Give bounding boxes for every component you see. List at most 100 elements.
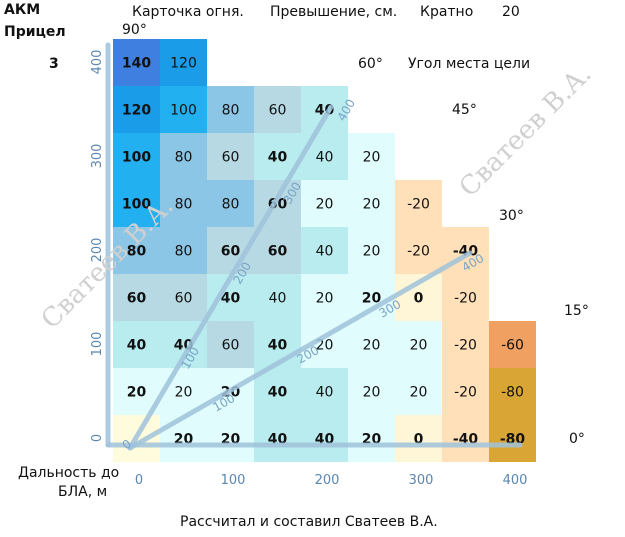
grid-cell-value: 60 — [222, 338, 240, 354]
grid-cell-value: 140 — [122, 56, 151, 72]
grid-cell-value: 80 — [175, 150, 193, 166]
grid-cell — [348, 321, 395, 368]
grid-cell — [160, 180, 207, 227]
grid-cell-value: 80 — [175, 197, 193, 213]
sight-value: 3 — [49, 56, 59, 72]
grid-cell — [207, 180, 254, 227]
footer-credit: Рассчитал и составил Сватеев В.А. — [180, 514, 438, 530]
grid-cell — [348, 180, 395, 227]
grid-cell — [113, 39, 160, 86]
grid-cell — [160, 274, 207, 321]
grid-cell-value: 20 — [316, 197, 334, 213]
y-tick-label: 300 — [90, 144, 105, 169]
grid-cell-value: 60 — [222, 150, 240, 166]
grid-cell-value: 20 — [363, 244, 381, 260]
excess-label: Превышение, см. — [270, 4, 398, 20]
grid-cell-value: 40 — [268, 150, 288, 166]
grid-cell-value: -60 — [501, 338, 524, 354]
x-tick-label: 0 — [135, 473, 143, 488]
grid-cell-value: 60 — [127, 291, 147, 307]
grid-cell — [207, 415, 254, 462]
grid-cell — [160, 133, 207, 180]
grid-cell — [160, 227, 207, 274]
grid-cell — [301, 227, 348, 274]
grid-cell-value: 80 — [127, 244, 147, 260]
y-tick-label: 0 — [90, 434, 105, 442]
grid-cell — [348, 368, 395, 415]
y-tick-label: 400 — [90, 50, 105, 75]
grid-cell-value: 80 — [222, 197, 240, 213]
grid-cell — [348, 133, 395, 180]
grid-cell — [442, 368, 489, 415]
grid-cell — [348, 227, 395, 274]
angle-45-label: 45° — [452, 102, 477, 118]
grid-cell-value: 40 — [127, 338, 147, 354]
grid-cell-value: 40 — [316, 244, 334, 260]
weapon-label: АКМ — [4, 2, 41, 18]
grid-cell — [301, 86, 348, 133]
grid-cell — [113, 180, 160, 227]
grid-cell — [489, 415, 536, 462]
x-axis-title-line2: БЛА, м — [58, 484, 108, 500]
grid-cell-value: 40 — [221, 291, 241, 307]
grid-cell-value: 60 — [175, 291, 193, 307]
grid-cell — [489, 368, 536, 415]
grid-cell — [254, 368, 301, 415]
grid-cell-value: 20 — [362, 291, 382, 307]
grid-cell-value: 0 — [414, 432, 424, 448]
grid-cell-value: 60 — [268, 244, 288, 260]
grid-cell — [395, 180, 442, 227]
grid-cell-value: -20 — [454, 385, 477, 401]
grid-cells: 140 120 120 100 80 60 40 100 80 60 40 40 20 100 80 80 60… — [113, 39, 536, 462]
angle-30-label: 30° — [499, 208, 524, 224]
grid-cell-value: 60 — [221, 244, 241, 260]
grid-cell — [254, 415, 301, 462]
card-title: Карточка огня. — [132, 4, 244, 20]
grid-cell — [442, 415, 489, 462]
x-tick-label: 200 — [315, 473, 340, 488]
grid-cell-value: 40 — [316, 385, 334, 401]
grid-cell — [301, 415, 348, 462]
grid-cell-value: 100 — [122, 197, 151, 213]
sight-label: Прицел — [4, 24, 66, 40]
grid-cell-value: -20 — [407, 244, 430, 260]
grid-cell — [301, 180, 348, 227]
grid-cell — [301, 368, 348, 415]
grid-cell-value: 40 — [268, 385, 288, 401]
grid-cell — [160, 415, 207, 462]
grid-cell — [395, 368, 442, 415]
grid-cell — [395, 227, 442, 274]
grid-cell-value: 20 — [316, 291, 334, 307]
angle-60-label: 60° — [358, 56, 383, 72]
grid-cell-value: 40 — [316, 150, 334, 166]
grid-cell-value: 20 — [175, 385, 193, 401]
grid-cell — [301, 274, 348, 321]
grid-cell-value: 20 — [363, 338, 381, 354]
grid-cell-value: 100 — [122, 150, 151, 166]
grid-cell — [207, 86, 254, 133]
grid-cell — [254, 274, 301, 321]
grid-cell — [348, 415, 395, 462]
grid-cell-value: 20 — [363, 150, 381, 166]
grid-cell-value: 0 — [414, 291, 424, 307]
angle-0-label: 0° — [569, 431, 585, 447]
multiple-label: Кратно — [420, 4, 474, 20]
grid-cell-value: 20 — [410, 338, 428, 354]
grid-cell — [160, 39, 207, 86]
grid-cell-value: -20 — [407, 197, 430, 213]
grid-cell-value: 20 — [363, 197, 381, 213]
grid-cell-value: -40 — [453, 244, 479, 260]
ray-30-line — [127, 250, 473, 451]
grid-cell-value: 40 — [268, 338, 288, 354]
grid-cell-value: 100 — [170, 103, 197, 119]
grid-cell — [113, 227, 160, 274]
angle-90-label: 90° — [122, 22, 147, 38]
grid-cell — [254, 321, 301, 368]
grid-cell-value: 20 — [410, 385, 428, 401]
y-tick-label: 200 — [90, 238, 105, 263]
x-tick-label: 400 — [503, 473, 528, 488]
grid-cell-value: 80 — [175, 244, 193, 260]
